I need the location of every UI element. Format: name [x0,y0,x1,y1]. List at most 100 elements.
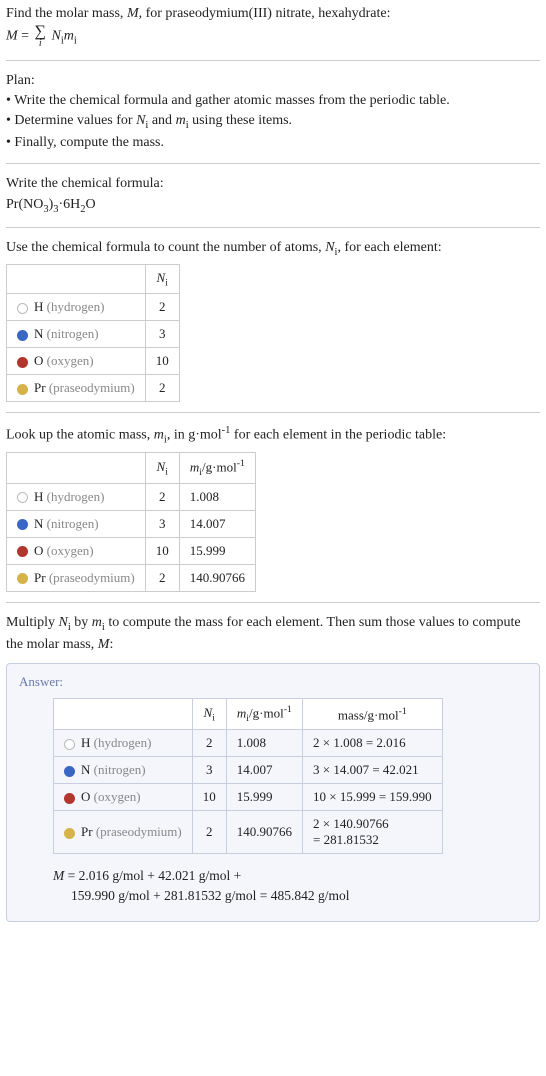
value-cell: 10 [192,784,226,811]
element-cell: O (oxygen) [7,348,146,375]
eq-equals: = [18,29,33,44]
value-cell: 2 [192,811,226,854]
masses-title-a: Look up the atomic mass, [6,428,154,443]
element-dot-icon [17,330,28,341]
formula-title: Write the chemical formula: [6,174,540,194]
value-cell: 3 [192,757,226,784]
element-cell: O (oxygen) [54,784,193,811]
element-symbol: Pr [34,380,49,395]
element-name: (hydrogen) [94,735,152,750]
element-symbol: H [81,735,94,750]
table-row: Pr (praseodymium)2140.90766 [7,564,256,591]
value-cell: 3 [145,321,179,348]
masses-title-d: for each element in the periodic table: [230,428,446,443]
element-name: (oxygen) [47,543,94,558]
masses-hdr-m: mi/g·mol-1 [179,453,255,484]
element-dot-icon [17,384,28,395]
element-symbol: N [34,326,47,341]
compute-mm: M [98,637,110,652]
element-symbol: O [34,543,47,558]
answer-equation: M = 2.016 g/mol + 42.021 g/mol + 159.990… [53,866,527,907]
element-dot-icon [64,739,75,750]
value-cell: 2 [192,730,226,757]
count-hdr-blank [7,264,146,294]
ans-hdr-mass: mass/g·mol-1 [302,699,442,730]
element-dot-icon [64,828,75,839]
value-cell: 140.90766 [179,564,255,591]
intro-text: Find the molar mass, [6,6,127,21]
masses-title: Look up the atomic mass, mi, in g·mol-1 … [6,423,540,448]
compute-m: m [92,615,102,630]
value-cell: 1.008 [226,730,302,757]
masses-title-m: m [154,428,164,443]
compute-c: by [71,615,92,630]
count-title-a: Use the chemical formula to count the nu… [6,240,325,255]
element-name: (hydrogen) [47,299,105,314]
plan2-m: m [176,113,186,128]
value-cell: 15.999 [179,537,255,564]
plan-step-3: • Finally, compute the mass. [6,133,540,153]
element-cell: Pr (praseodymium) [7,564,146,591]
value-cell: 2 [145,564,179,591]
element-name: (nitrogen) [47,326,99,341]
element-symbol: O [81,789,94,804]
value-cell: 3 × 14.007 = 42.021 [302,757,442,784]
masses-hdr-n: Ni [145,453,179,484]
table-row: N (nitrogen) 3 [7,321,180,348]
value-cell: 2 × 140.90766= 281.81532 [302,811,442,854]
answer-box: Answer: Ni mi/g·mol-1 mass/g·mol-1 H (hy… [6,663,540,921]
value-cell: 10 × 15.999 = 159.990 [302,784,442,811]
element-name: (hydrogen) [47,489,105,504]
masses-hdr-blank [7,453,146,484]
value-cell: 2 [145,375,179,402]
masses-title-c: , in g·mol [167,428,222,443]
element-symbol: H [34,299,47,314]
compute-title: Multiply Ni by mi to compute the mass fo… [6,613,540,655]
element-name: (praseodymium) [96,824,182,839]
element-cell: Pr (praseodymium) [7,375,146,402]
element-dot-icon [17,492,28,503]
element-cell: H (hydrogen) [7,483,146,510]
value-cell: 10 [145,537,179,564]
intro-text-2: , for praseodymium(III) nitrate, hexahyd… [139,6,391,21]
element-cell: N (nitrogen) [54,757,193,784]
element-dot-icon [17,519,28,530]
element-dot-icon [64,793,75,804]
element-dot-icon [64,766,75,777]
compute-n: N [59,615,68,630]
element-name: (praseodymium) [49,570,135,585]
element-dot-icon [17,303,28,314]
table-row: Pr (praseodymium)2140.907662 × 140.90766… [54,811,443,854]
element-name: (nitrogen) [94,762,146,777]
intro-equation: M = ∑i Nimi [6,24,540,49]
count-table: Ni H (hydrogen)2N (nitrogen)3O (oxygen)1… [6,264,180,403]
element-symbol: Pr [34,570,49,585]
value-cell: 1.008 [179,483,255,510]
value-cell: 2 [145,294,179,321]
cf-pr: Pr(NO [6,197,43,212]
element-cell: H (hydrogen) [54,730,193,757]
sigma-index: i [35,39,46,49]
sigma-icon: ∑i [35,24,46,49]
value-cell: 14.007 [179,510,255,537]
table-row: N (nitrogen)314.007 [7,510,256,537]
eq-lhs: M [6,29,18,44]
plan-step-2: • Determine values for Ni and mi using t… [6,111,540,133]
plan-title: Plan: [6,71,540,91]
table-row: H (hydrogen)21.008 [7,483,256,510]
answer-label: Answer: [19,674,527,690]
element-symbol: N [34,516,47,531]
element-cell: N (nitrogen) [7,510,146,537]
plan2-a: • Determine values for [6,113,136,128]
value-cell: 10 [145,348,179,375]
table-row: O (oxygen)10 [7,348,180,375]
element-cell: Pr (praseodymium) [54,811,193,854]
value-cell: 2 [145,483,179,510]
element-name: (oxygen) [47,353,94,368]
chemical-formula: Pr(NO3)3·6H2O [6,195,540,217]
element-dot-icon [17,357,28,368]
table-row: N (nitrogen)314.0073 × 14.007 = 42.021 [54,757,443,784]
plan2-c: and [148,113,175,128]
table-row: H (hydrogen) 2 [7,294,180,321]
value-cell: 14.007 [226,757,302,784]
